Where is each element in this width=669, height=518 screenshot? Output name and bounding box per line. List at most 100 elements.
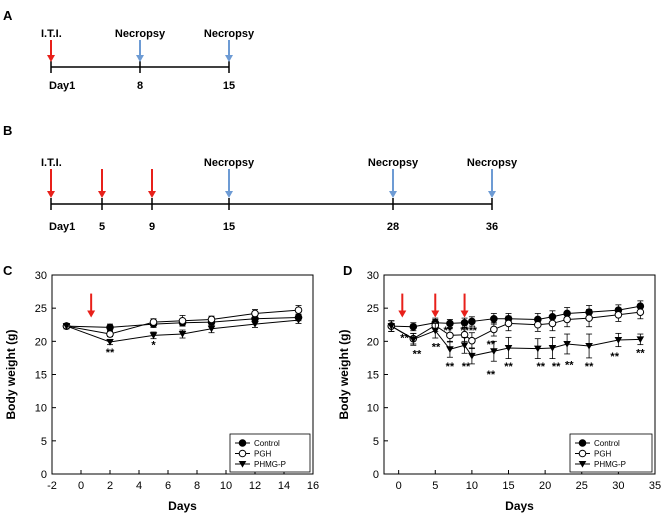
data-point bbox=[294, 317, 303, 324]
x-tick-label: 10 bbox=[466, 480, 478, 492]
legend-marker bbox=[578, 439, 587, 447]
red-arrow-icon bbox=[47, 40, 55, 62]
x-tick-label: -2 bbox=[47, 480, 57, 492]
series-phmg-p bbox=[62, 316, 303, 346]
blue-arrow-icon bbox=[136, 40, 144, 62]
data-point bbox=[490, 348, 498, 355]
legend-marker bbox=[238, 461, 247, 468]
x-tick-label: 30 bbox=[612, 480, 624, 492]
significance-mark: ** bbox=[106, 347, 115, 359]
y-tick-label: 30 bbox=[367, 270, 379, 282]
data-point bbox=[446, 346, 454, 353]
data-point bbox=[431, 327, 440, 335]
blue-arrow-icon-head bbox=[389, 191, 397, 198]
series-line bbox=[391, 311, 641, 342]
significance-mark: ** bbox=[536, 361, 545, 373]
legend-label: PHMG-P bbox=[594, 460, 626, 469]
data-point bbox=[62, 323, 71, 330]
x-tick-label: 14 bbox=[278, 480, 290, 492]
data-point bbox=[563, 340, 571, 348]
x-tick-label: 2 bbox=[107, 480, 113, 492]
significance-mark: ** bbox=[443, 325, 452, 337]
panel-letter: B bbox=[3, 123, 12, 138]
red-arrow-icon-head bbox=[431, 310, 440, 318]
timeline-tick-label: Day1 bbox=[49, 80, 75, 92]
data-point bbox=[636, 308, 645, 316]
data-point bbox=[636, 336, 645, 343]
red-arrow-icon-head bbox=[398, 310, 407, 318]
legend-label: PGH bbox=[594, 450, 612, 459]
y-axis-label: Body weight (g) bbox=[4, 330, 18, 420]
red-arrow-icon bbox=[398, 293, 407, 318]
blue-arrow-icon-head bbox=[488, 191, 496, 198]
data-point bbox=[446, 331, 454, 340]
red-arrow-icon bbox=[148, 169, 156, 198]
chart-panel-d: D 0 5 10 15 20 25 30 0 5 10 15 20 25 30 35 Days Body weig… bbox=[337, 263, 661, 513]
legend-marker bbox=[578, 461, 587, 468]
x-tick-label: 5 bbox=[432, 480, 438, 492]
significance-mark: ** bbox=[413, 348, 422, 360]
significance-mark: ** bbox=[504, 361, 513, 373]
data-point bbox=[178, 331, 187, 338]
red-arrow-icon-head bbox=[148, 191, 156, 198]
timeline-tick-label: 28 bbox=[387, 221, 399, 233]
legend-label: Control bbox=[254, 439, 280, 448]
series-line bbox=[391, 325, 641, 357]
y-tick-label: 20 bbox=[35, 336, 47, 348]
significance-mark: ** bbox=[462, 361, 471, 373]
data-point bbox=[468, 317, 476, 326]
data-point bbox=[563, 315, 571, 324]
data-point bbox=[460, 318, 469, 327]
timeline-tick-label: Day1 bbox=[49, 221, 75, 233]
x-axis-label: Days bbox=[505, 499, 534, 513]
legend-marker bbox=[578, 449, 587, 458]
blue-arrow-icon-head bbox=[225, 191, 233, 198]
blue-arrow-icon bbox=[488, 169, 496, 198]
x-tick-label: 15 bbox=[502, 480, 514, 492]
red-arrow-icon bbox=[460, 293, 469, 318]
data-point bbox=[251, 309, 259, 318]
significance-mark: * bbox=[151, 340, 156, 352]
significance-mark: ** bbox=[487, 369, 496, 381]
red-arrow-icon bbox=[47, 169, 55, 198]
y-tick-label: 5 bbox=[41, 436, 47, 448]
blue-arrow-icon bbox=[225, 169, 233, 198]
data-point bbox=[534, 345, 542, 353]
data-point bbox=[409, 336, 418, 343]
panel-letter: D bbox=[343, 263, 352, 278]
timeline-panel-a: A I.T.I. Day1 Necropsy 8 Necropsy 15 bbox=[3, 8, 255, 92]
data-point bbox=[585, 314, 593, 322]
significance-mark: ** bbox=[585, 361, 594, 373]
red-arrow-icon bbox=[87, 293, 96, 318]
timeline-tick-label: 15 bbox=[223, 80, 235, 92]
significance-mark: ** bbox=[552, 361, 561, 373]
y-tick-label: 25 bbox=[35, 303, 47, 315]
data-point bbox=[504, 344, 513, 352]
necropsy-label: Necropsy bbox=[467, 157, 518, 169]
data-point bbox=[614, 337, 623, 344]
red-arrow-icon bbox=[98, 169, 106, 198]
y-tick-label: 10 bbox=[367, 403, 379, 415]
y-tick-label: 0 bbox=[41, 469, 47, 481]
timeline-tick-label: 9 bbox=[149, 221, 155, 233]
y-tick-label: 20 bbox=[367, 336, 379, 348]
x-tick-label: 0 bbox=[396, 480, 402, 492]
significance-mark: * bbox=[473, 325, 478, 337]
data-point bbox=[460, 342, 469, 349]
data-point bbox=[294, 306, 303, 314]
data-point bbox=[490, 325, 498, 334]
data-point bbox=[504, 319, 513, 328]
y-tick-label: 15 bbox=[35, 370, 47, 382]
legend-label: Control bbox=[594, 439, 620, 448]
significance-mark: *** bbox=[460, 325, 474, 337]
blue-arrow-icon-head bbox=[225, 55, 233, 62]
y-tick-label: 0 bbox=[373, 469, 379, 481]
iti-label: I.T.I. bbox=[41, 157, 62, 169]
significance-mark: ** bbox=[565, 360, 574, 372]
significance-mark: ** bbox=[636, 348, 645, 360]
data-point bbox=[468, 352, 476, 360]
data-point bbox=[149, 332, 158, 339]
red-arrow-icon bbox=[431, 293, 440, 318]
